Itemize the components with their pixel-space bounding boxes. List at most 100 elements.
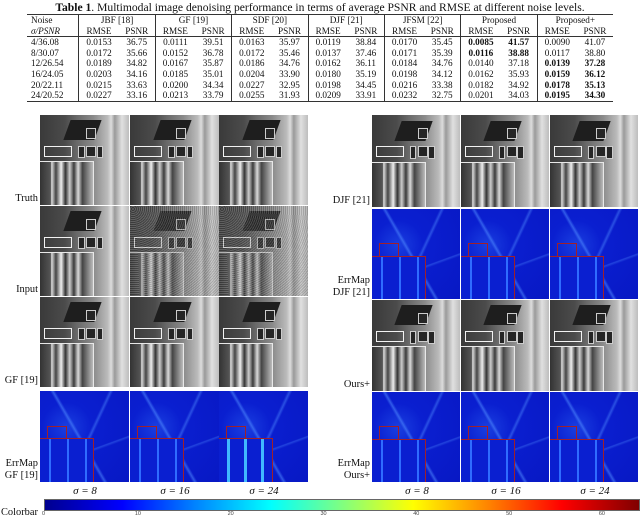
error-map-panel: [372, 209, 460, 299]
cell-rmse: 0.0186: [231, 58, 272, 69]
cell-psnr: 35.93: [508, 68, 529, 79]
colorbar-tick: 50: [506, 511, 513, 517]
cell-rmse: 0.0162: [460, 68, 501, 80]
table-row: 12/26.54 0.0189 34.82 0.0167 35.87 0.0186 34.7…: [27, 58, 613, 69]
error-map-panel: [550, 392, 638, 482]
sigma-label: σ = 24: [249, 485, 279, 497]
cell-rmse: 0.0163: [231, 36, 272, 48]
cell-rmse: 0.0116: [460, 47, 501, 59]
cell-noise: 16/24.05: [31, 68, 64, 79]
header-sigma: σ/PSNR: [27, 25, 79, 38]
header-method: DJF [21]: [307, 13, 385, 26]
results-table: Noise JBF [18] GF [19] SDF [20] DJF [21]…: [27, 13, 613, 102]
header-metric: PSNR: [576, 25, 613, 38]
table-caption-label: Table 1: [55, 1, 92, 14]
cell-psnr: 36.75: [126, 37, 148, 48]
cell-rmse: 0.0255: [231, 90, 272, 102]
cell-psnr: 32.95: [279, 79, 300, 90]
header-metric: RMSE: [154, 25, 195, 38]
cell-rmse: 0.0167: [154, 58, 195, 69]
table-row: 4/36.08 0.0153 36.75 0.0111 39.51 0.0163 35.97…: [27, 36, 613, 48]
row-label-line: ErrMap: [337, 275, 370, 286]
cell-rmse: 0.0162: [307, 58, 348, 69]
colorbar-tick: 30: [320, 511, 327, 517]
colorbar-tick: 60: [598, 511, 605, 517]
colorbar-tick: 0: [42, 511, 46, 517]
cell-rmse: 0.0137: [307, 47, 348, 59]
cell-psnr: 37.28: [584, 58, 606, 69]
cell-psnr: 35.19: [355, 68, 377, 79]
cell-rmse: 0.0119: [307, 36, 348, 48]
cell-rmse: 0.0117: [536, 47, 577, 59]
grayscale-image-panel: [219, 206, 308, 296]
cell-noise: 8/30.07: [31, 47, 59, 58]
cell-psnr: 36.12: [584, 68, 606, 79]
header-noise: Noise: [27, 13, 79, 26]
cell-psnr: 41.07: [584, 37, 606, 48]
header-metric: PSNR: [347, 25, 385, 38]
cell-psnr: 34.12: [431, 68, 453, 79]
cell-rmse: 0.0215: [78, 79, 119, 91]
table-row: 8/30.07 0.0172 35.66 0.0152 36.78 0.0172 35.46…: [27, 47, 613, 59]
cell-psnr: 35.97: [279, 37, 300, 48]
row-label: DJF [21]: [333, 195, 370, 207]
header-metric: RMSE: [383, 25, 425, 38]
header-metric: RMSE: [307, 25, 348, 38]
cell-psnr: 34.82: [126, 58, 148, 69]
grayscale-image-panel: [40, 297, 129, 387]
cell-psnr: 39.51: [202, 37, 224, 48]
cell-rmse: 0.0171: [383, 47, 425, 59]
error-map-panel: [40, 391, 129, 482]
row-label-line: GF [19]: [4, 375, 38, 386]
row-label-line: Ours+: [343, 379, 370, 390]
cell-rmse: 0.0090: [536, 36, 577, 48]
error-map-panel: [372, 392, 460, 482]
sigma-label: σ = 8: [73, 485, 97, 497]
cell-psnr: 34.45: [355, 79, 377, 90]
cell-psnr: 38.84: [355, 37, 377, 48]
error-map-panel: [219, 391, 308, 482]
grayscale-image-panel: [130, 115, 219, 205]
header-method: Proposed+: [536, 13, 613, 26]
cell-rmse: 0.0139: [536, 58, 577, 69]
cell-rmse: 0.0182: [460, 79, 501, 91]
cell-rmse: 0.0184: [383, 58, 425, 69]
row-label-line: Input: [16, 284, 38, 295]
grayscale-image-panel: [461, 115, 549, 207]
cell-rmse: 0.0195: [536, 90, 577, 102]
grayscale-image-panel: [550, 115, 638, 207]
cell-psnr: 35.66: [126, 47, 148, 58]
header-method: GF [19]: [154, 13, 232, 26]
cell-rmse: 0.0111: [154, 36, 195, 48]
cell-psnr: 33.63: [126, 79, 148, 90]
cell-rmse: 0.0216: [383, 79, 425, 91]
cell-rmse: 0.0200: [154, 79, 195, 91]
cell-noise: 20/22.11: [31, 79, 64, 90]
cell-rmse: 0.0152: [154, 47, 195, 59]
cell-noise: 24/20.52: [27, 90, 79, 102]
cell-psnr: 31.93: [271, 90, 309, 102]
grayscale-image-panel: [130, 297, 219, 387]
cell-rmse: 0.0203: [78, 68, 119, 80]
cell-rmse: 0.0213: [154, 90, 195, 102]
row-label-line: ErrMap: [337, 458, 370, 469]
cell-psnr: 35.39: [431, 47, 453, 58]
cell-rmse: 0.0172: [231, 47, 272, 59]
cell-noise: 12/26.54: [31, 58, 64, 69]
row-label-line: Ours+: [343, 470, 370, 481]
cell-psnr: 35.87: [202, 58, 224, 69]
row-label: Ours+: [344, 379, 370, 391]
row-label: Truth: [15, 193, 38, 205]
table-caption-text: . Multimodal image denoising performance…: [91, 1, 585, 14]
row-label-line: DJF [21]: [332, 195, 370, 206]
cell-psnr: 33.90: [279, 68, 300, 79]
colorbar-tick: 40: [413, 511, 420, 517]
row-label: ErrMap DJF [21]: [333, 275, 370, 299]
header-metric: PSNR: [271, 25, 309, 38]
row-label-line: ErrMap: [5, 458, 38, 469]
header-metric: PSNR: [500, 25, 538, 38]
cell-psnr: 35.01: [202, 68, 224, 79]
row-label-line: GF [19]: [4, 470, 38, 481]
error-map-panel: [461, 392, 549, 482]
cell-rmse: 0.0232: [383, 90, 425, 102]
